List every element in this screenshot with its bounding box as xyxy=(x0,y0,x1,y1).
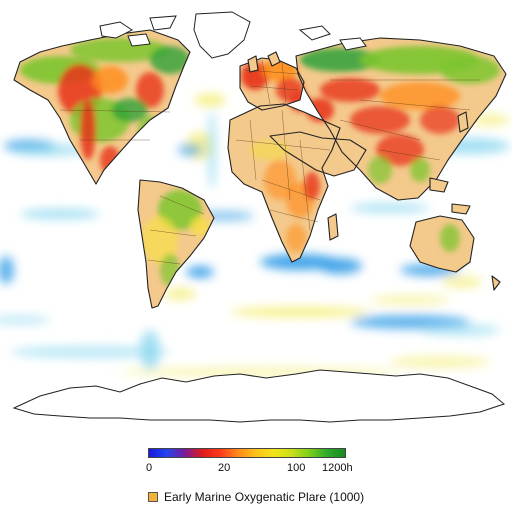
arctic-islands xyxy=(99,11,367,59)
ocean-streak xyxy=(186,266,214,278)
land-heat-blob xyxy=(300,48,380,72)
ocean-streak xyxy=(230,307,370,317)
land-heat-blob xyxy=(320,78,380,102)
ocean-streak xyxy=(10,144,90,156)
ocean-streak xyxy=(0,315,50,325)
land-heat-blob xyxy=(100,146,120,174)
small-islands xyxy=(247,51,501,291)
asia xyxy=(295,37,507,201)
land-heat-blob xyxy=(440,224,460,252)
africa xyxy=(227,103,341,263)
land-heat-blob xyxy=(304,172,320,200)
australia xyxy=(409,215,475,273)
colorbar-tick-20: 20 xyxy=(218,462,231,474)
land-heat-blob xyxy=(264,160,296,200)
land-heat-blob xyxy=(350,106,410,134)
colorbar-tick-0: 0 xyxy=(146,462,153,474)
legend-label: Early Marine Oxygenatic Plare (1000) xyxy=(164,490,365,504)
middle-east-fill xyxy=(270,132,366,176)
land-heat-blob xyxy=(241,62,269,90)
ocean-streak xyxy=(318,258,362,274)
land-heat-blob xyxy=(80,100,96,160)
ocean-streak xyxy=(194,94,226,106)
legend: Early Marine Oxygenatic Plare (1000) xyxy=(148,490,364,504)
land-heat-blob xyxy=(112,98,148,122)
land-heat-blob xyxy=(420,106,460,134)
colorbar-tick-1200h: 1200h xyxy=(322,462,353,474)
land-heat-blob xyxy=(136,72,164,108)
middle-east xyxy=(269,131,367,177)
ocean-streak xyxy=(350,203,430,213)
ocean-streak xyxy=(164,288,196,300)
land-heat-blob xyxy=(380,82,460,110)
land-heat-blob xyxy=(368,156,392,184)
land-heat-blob xyxy=(376,134,424,166)
land-heat-blob xyxy=(150,46,190,74)
land-heat-blob xyxy=(142,216,178,264)
legend-swatch xyxy=(148,492,158,502)
ocean-streak xyxy=(420,324,500,336)
land-heat-blob xyxy=(306,98,334,122)
land-heat-blob xyxy=(440,56,500,84)
antarctica xyxy=(12,369,506,423)
country-borders xyxy=(59,59,480,265)
ocean-streak xyxy=(370,295,450,305)
ocean-streak xyxy=(140,330,160,370)
south-america xyxy=(137,179,215,309)
land-heat-blob xyxy=(410,158,430,182)
ocean-streak xyxy=(178,144,202,156)
ocean-streak xyxy=(470,114,510,126)
ocean-streak xyxy=(0,256,14,284)
land-heat-blob xyxy=(250,140,290,160)
ocean-streak xyxy=(10,346,170,358)
land-heat-blob xyxy=(286,224,306,252)
colorbar-tick-100: 100 xyxy=(287,462,306,474)
colorbar xyxy=(148,448,346,458)
ocean-streak xyxy=(20,209,100,219)
ocean-streak xyxy=(442,276,482,288)
land-heat-blob xyxy=(190,216,210,236)
land-heat-blob xyxy=(160,254,180,286)
ocean-streak xyxy=(390,356,490,368)
land-heat-blob xyxy=(92,66,128,94)
ocean-streak xyxy=(208,110,216,190)
